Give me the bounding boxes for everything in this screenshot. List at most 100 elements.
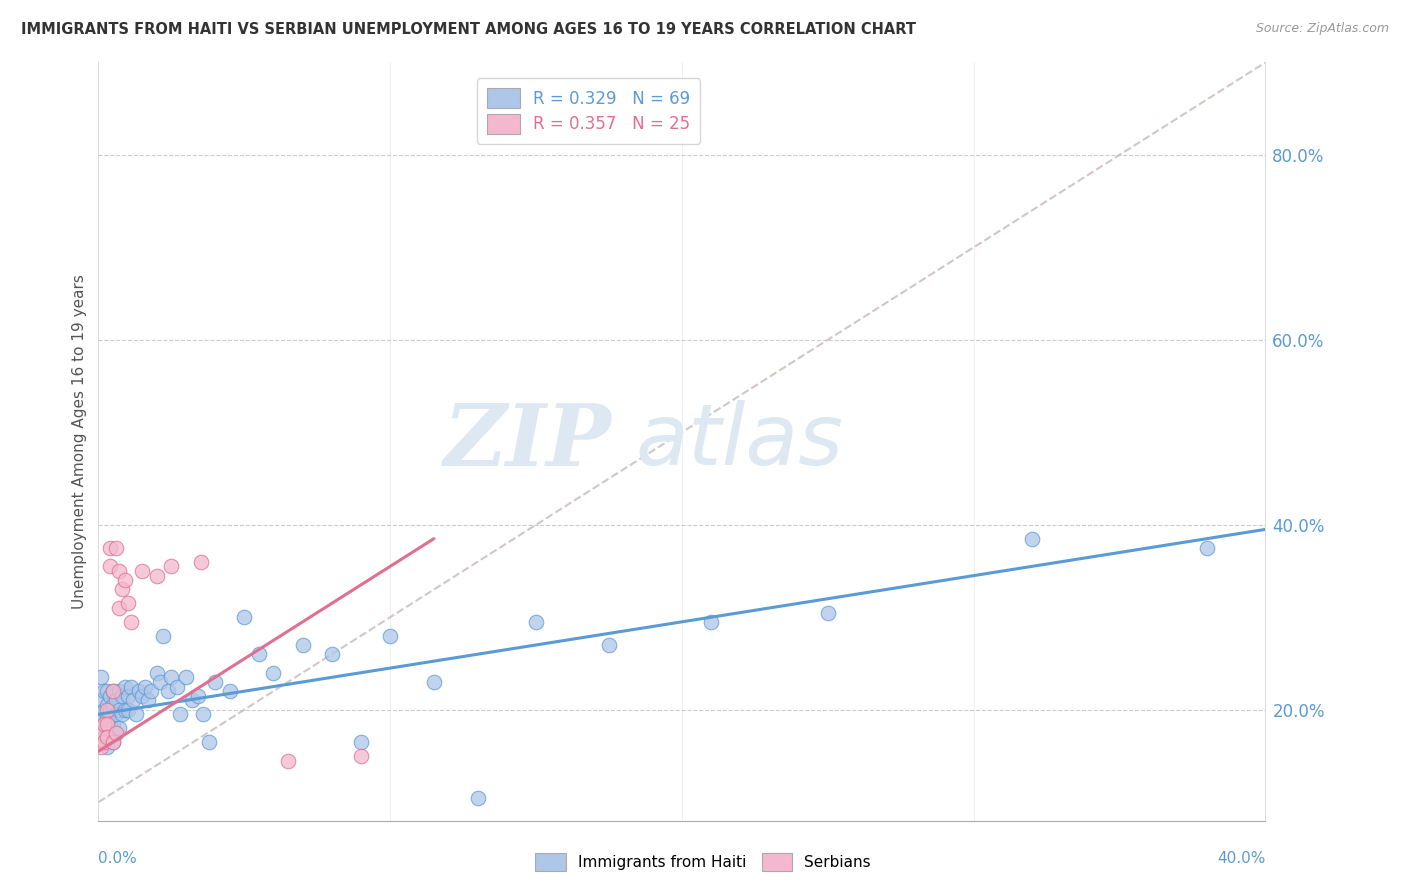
Point <box>180 693 202 707</box>
Point <box>114 680 136 694</box>
Point <box>131 689 153 703</box>
Point <box>277 754 299 768</box>
Point <box>98 703 121 717</box>
Point <box>108 601 131 615</box>
Point <box>120 615 142 629</box>
Point <box>117 596 139 610</box>
Point <box>817 606 839 620</box>
Text: Source: ZipAtlas.com: Source: ZipAtlas.com <box>1256 22 1389 36</box>
Point <box>108 721 131 735</box>
Point <box>108 684 131 698</box>
Text: ZIP: ZIP <box>444 400 612 483</box>
Point <box>96 726 118 740</box>
Point <box>108 564 131 578</box>
Point <box>111 582 134 597</box>
Point <box>101 684 124 698</box>
Point <box>166 680 188 694</box>
Point <box>193 707 215 722</box>
Point <box>321 647 343 661</box>
Legend: Immigrants from Haiti, Serbians: Immigrants from Haiti, Serbians <box>529 847 877 877</box>
Text: 40.0%: 40.0% <box>1218 851 1265 866</box>
Point <box>90 693 112 707</box>
Point <box>117 703 139 717</box>
Point <box>98 689 121 703</box>
Point <box>96 739 118 754</box>
Point <box>104 693 127 707</box>
Point <box>350 735 373 749</box>
Point <box>598 638 620 652</box>
Point <box>204 675 226 690</box>
Point <box>134 680 156 694</box>
Legend: R = 0.329   N = 69, R = 0.357   N = 25: R = 0.329 N = 69, R = 0.357 N = 25 <box>477 78 700 144</box>
Point <box>101 735 124 749</box>
Point <box>96 731 118 745</box>
Point <box>93 731 115 745</box>
Point <box>111 707 134 722</box>
Point <box>90 739 112 754</box>
Point <box>700 615 723 629</box>
Point <box>93 735 115 749</box>
Point <box>98 541 121 555</box>
Point <box>114 573 136 587</box>
Point <box>169 707 191 722</box>
Point <box>96 698 118 712</box>
Point <box>187 689 209 703</box>
Point <box>131 564 153 578</box>
Point <box>101 735 124 749</box>
Point <box>104 726 127 740</box>
Point <box>117 689 139 703</box>
Point <box>114 703 136 717</box>
Point <box>101 716 124 731</box>
Point <box>122 693 145 707</box>
Point <box>139 684 162 698</box>
Point <box>1021 532 1043 546</box>
Point <box>160 559 183 574</box>
Point <box>90 707 112 722</box>
Point <box>93 716 115 731</box>
Point <box>149 675 172 690</box>
Point <box>146 568 169 582</box>
Point <box>218 684 240 698</box>
Text: atlas: atlas <box>636 400 844 483</box>
Point <box>380 629 402 643</box>
Point <box>96 712 118 726</box>
Point <box>101 698 124 712</box>
Point <box>157 684 180 698</box>
Point <box>104 726 127 740</box>
Point <box>98 731 121 745</box>
Point <box>524 615 547 629</box>
Point <box>96 703 118 717</box>
Point <box>262 665 284 680</box>
Point <box>160 670 183 684</box>
Point <box>111 689 134 703</box>
Point <box>93 716 115 731</box>
Point <box>90 726 112 740</box>
Point <box>125 707 148 722</box>
Point <box>93 684 115 698</box>
Point <box>128 684 150 698</box>
Point <box>146 665 169 680</box>
Point <box>104 707 127 722</box>
Text: IMMIGRANTS FROM HAITI VS SERBIAN UNEMPLOYMENT AMONG AGES 16 TO 19 YEARS CORRELAT: IMMIGRANTS FROM HAITI VS SERBIAN UNEMPLO… <box>21 22 917 37</box>
Point <box>104 541 127 555</box>
Point <box>90 670 112 684</box>
Point <box>101 684 124 698</box>
Point <box>233 610 256 624</box>
Point <box>423 675 446 690</box>
Point <box>98 559 121 574</box>
Point <box>350 748 373 763</box>
Point <box>96 684 118 698</box>
Point <box>98 716 121 731</box>
Point <box>198 735 221 749</box>
Point <box>120 680 142 694</box>
Point <box>152 629 174 643</box>
Point <box>190 555 212 569</box>
Point <box>96 716 118 731</box>
Point <box>136 693 159 707</box>
Point <box>291 638 314 652</box>
Point <box>108 703 131 717</box>
Y-axis label: Unemployment Among Ages 16 to 19 years: Unemployment Among Ages 16 to 19 years <box>72 274 87 609</box>
Point <box>247 647 270 661</box>
Point <box>467 790 489 805</box>
Point <box>174 670 197 684</box>
